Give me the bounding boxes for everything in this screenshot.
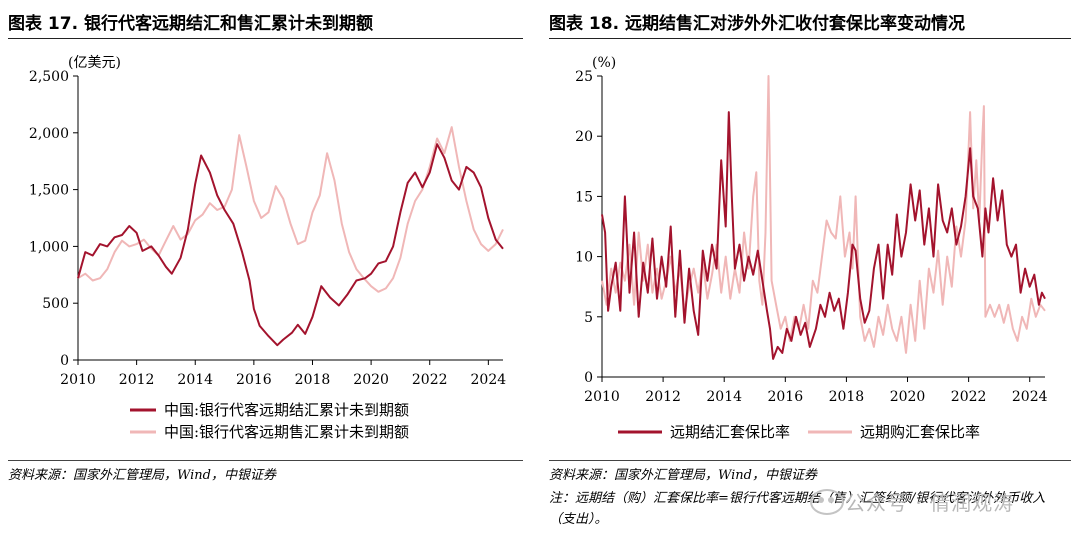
chart18-source: 资料来源：国家外汇管理局，Wind，中银证券 bbox=[549, 468, 817, 483]
x-tick-label: 2014 bbox=[706, 389, 742, 405]
x-tick-label: 2016 bbox=[767, 389, 803, 405]
legend-label-1: 远期购汇套保比率 bbox=[860, 423, 980, 441]
x-tick-label: 2018 bbox=[295, 372, 331, 388]
y-tick-label: 10 bbox=[575, 250, 593, 266]
x-tick-label: 2016 bbox=[236, 372, 272, 388]
x-tick-label: 2010 bbox=[60, 372, 96, 388]
legend-label-0: 远期结汇套保比率 bbox=[670, 423, 790, 441]
chart17-source: 资料来源：国家外汇管理局，Wind，中银证券 bbox=[8, 468, 276, 483]
x-tick-label: 2020 bbox=[353, 372, 389, 388]
x-tick-label: 2022 bbox=[412, 372, 448, 388]
y-tick-label: 25 bbox=[575, 69, 593, 85]
series-line-0 bbox=[601, 111, 1046, 360]
chart17-source-rule bbox=[8, 460, 523, 461]
x-tick-label: 2012 bbox=[119, 372, 155, 388]
chart18-plot: 0 5 10 15 20 25(%) 2010 2012 2014 2016 2018 2020 202… bbox=[575, 55, 1048, 441]
y-tick-label: 2,000 bbox=[29, 126, 69, 142]
x-tick-label: 2020 bbox=[890, 389, 926, 405]
watermark: 公众号 · 倩润观涛 bbox=[845, 491, 1015, 515]
y-axis-label: (%) bbox=[592, 55, 616, 71]
y-tick-label: 2,500 bbox=[29, 69, 69, 85]
x-tick-label: 2024 bbox=[471, 372, 507, 388]
chart17-title-rule bbox=[8, 38, 523, 39]
chart18-title-rule bbox=[549, 38, 1071, 39]
x-tick-label: 2024 bbox=[1012, 389, 1048, 405]
y-tick-label: 15 bbox=[575, 189, 593, 205]
x-tick-label: 2012 bbox=[645, 389, 681, 405]
x-tick-label: 2010 bbox=[584, 389, 620, 405]
y-tick-label: 20 bbox=[575, 129, 593, 145]
y-tick-label: 1,000 bbox=[29, 239, 69, 255]
y-tick-label: 0 bbox=[60, 353, 69, 369]
y-tick-label: 0 bbox=[584, 370, 593, 386]
chart18-note: 注：远期结（购）汇套保比率=银行代客远期结（售）汇签约额/银行代客涉外外币收入（… bbox=[549, 491, 1046, 527]
chart17-plot: 0 500 1,000 1,500 2,000 2,500(亿美元) 2010 2012 201… bbox=[29, 55, 507, 441]
x-tick-label: 2018 bbox=[829, 389, 865, 405]
legend-label-1: 中国:银行代客远期售汇累计未到期额 bbox=[164, 423, 409, 441]
y-tick-label: 1,500 bbox=[29, 183, 69, 199]
x-tick-label: 2014 bbox=[177, 372, 213, 388]
series-line-1 bbox=[77, 126, 504, 293]
y-tick-label: 5 bbox=[584, 310, 593, 326]
legend-label-0: 中国:银行代客远期结汇累计未到期额 bbox=[164, 401, 409, 419]
series-line-1 bbox=[601, 75, 1046, 354]
x-tick-label: 2022 bbox=[951, 389, 987, 405]
y-tick-label: 500 bbox=[42, 296, 69, 312]
chart18-title: 图表 18. 远期结售汇对涉外外汇收付套保比率变动情况 bbox=[549, 14, 965, 34]
chart18-source-rule bbox=[549, 460, 1071, 461]
y-axis-label: (亿美元) bbox=[68, 55, 121, 71]
chart17-title: 图表 17. 银行代客远期结汇和售汇累计未到期额 bbox=[8, 14, 373, 34]
wechat-icon bbox=[810, 489, 844, 515]
series-line-0 bbox=[77, 143, 504, 347]
